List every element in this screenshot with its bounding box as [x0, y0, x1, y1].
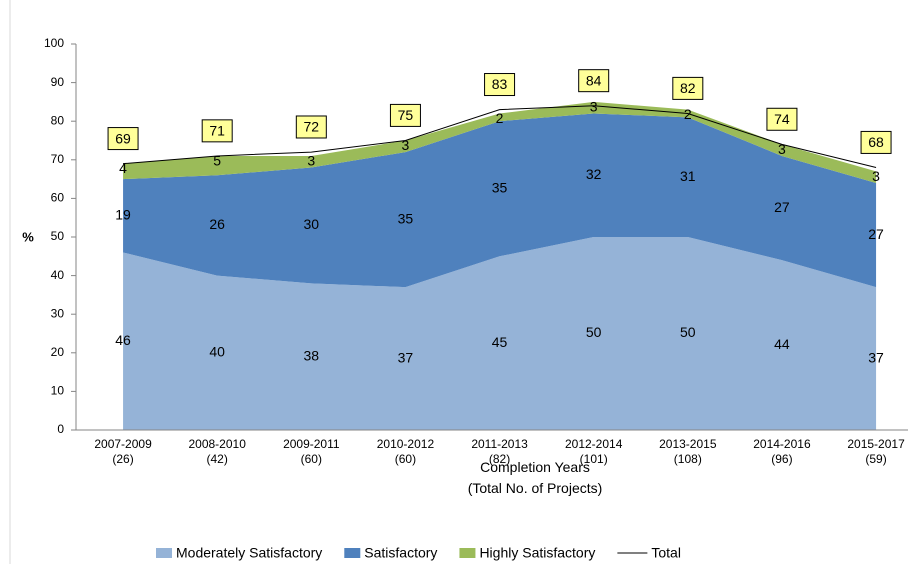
data-label: 84 — [586, 72, 602, 88]
data-label: 37 — [868, 349, 884, 365]
total-label-box — [107, 127, 139, 151]
y-tick-label: 50 — [51, 229, 65, 243]
x-tick-label: 2014-2016 (96) — [753, 437, 811, 466]
y-tick-label: 100 — [44, 36, 64, 50]
data-label: 50 — [680, 324, 696, 340]
data-label: 45 — [492, 334, 508, 350]
data-label: 27 — [774, 199, 790, 215]
data-label: 30 — [304, 216, 320, 232]
data-label: 37 — [398, 349, 414, 365]
data-label: 2 — [496, 110, 504, 126]
data-label: 35 — [492, 179, 508, 195]
x-axis-label: Completion Years (Total No. of Projects) — [468, 459, 603, 496]
total-label-box — [484, 73, 516, 97]
data-label: 38 — [304, 347, 320, 363]
data-label: 46 — [115, 332, 131, 348]
legend-label: Satisfactory — [364, 545, 437, 561]
data-label: 2 — [684, 106, 692, 122]
data-label: 3 — [778, 141, 786, 157]
x-tick-label: 2015-2017 (59) — [847, 437, 905, 466]
data-label: 83 — [492, 76, 508, 92]
y-tick-label: 80 — [51, 113, 65, 127]
y-tick-label: 90 — [51, 75, 65, 89]
y-tick-label: 60 — [51, 191, 65, 205]
legend-swatch — [459, 548, 476, 558]
area — [123, 237, 877, 430]
data-label: 5 — [213, 152, 221, 168]
total-label-box — [860, 130, 892, 154]
y-tick-label: 70 — [51, 152, 65, 166]
data-label: 3 — [872, 168, 880, 184]
x-tick-label: 2010-2012 (60) — [377, 437, 435, 466]
total-label-box — [672, 76, 704, 100]
data-label: 82 — [680, 80, 696, 96]
legend-label: Highly Satisfactory — [479, 545, 595, 561]
x-tick-label: 2008-2010 (42) — [188, 437, 246, 466]
area — [123, 113, 877, 288]
y-axis-label: % — [22, 229, 34, 244]
total-label-box — [766, 107, 798, 131]
legend-swatch — [344, 548, 361, 558]
x-tick-label: 2007-2009 (26) — [94, 437, 152, 466]
x-tick-label: 2013-2015 (108) — [659, 437, 717, 466]
data-label: 27 — [868, 226, 884, 242]
data-label: 69 — [115, 130, 131, 146]
data-label: 32 — [586, 166, 602, 182]
total-label-box — [201, 119, 233, 143]
legend-swatch — [156, 548, 172, 558]
legend-label: Moderately Satisfactory — [176, 545, 322, 561]
data-label: 3 — [590, 98, 598, 114]
x-tick-label: 2012-2014 (101) — [565, 437, 623, 466]
data-label: 71 — [209, 123, 225, 139]
total-label-box — [578, 69, 610, 93]
x-tick-label: 2009-2011 (60) — [283, 437, 340, 466]
legend-label: Total — [651, 545, 681, 561]
line — [123, 105, 877, 169]
x-tick-label: 2011-2013 (82) — [471, 437, 528, 466]
data-label: 3 — [402, 137, 410, 153]
y-tick-label: 20 — [51, 345, 65, 359]
area — [123, 101, 877, 183]
y-tick-label: 10 — [51, 384, 65, 398]
data-label: 74 — [774, 111, 790, 127]
data-label: 31 — [680, 168, 696, 184]
data-label: 4 — [119, 160, 127, 176]
data-label: 68 — [868, 134, 884, 150]
total-label-box — [295, 115, 327, 139]
total-label-box — [389, 103, 421, 127]
data-label: 40 — [209, 344, 225, 360]
data-label: 75 — [398, 107, 414, 123]
data-label: 50 — [586, 324, 602, 340]
y-tick-label: 30 — [51, 306, 65, 320]
data-label: 35 — [398, 210, 414, 226]
y-tick-label: 40 — [51, 268, 65, 282]
data-label: 44 — [774, 336, 790, 352]
data-label: 72 — [304, 119, 320, 135]
data-label: 19 — [115, 206, 131, 222]
y-tick-label: 0 — [57, 422, 64, 436]
data-label: 3 — [307, 152, 315, 168]
data-label: 26 — [209, 216, 225, 232]
